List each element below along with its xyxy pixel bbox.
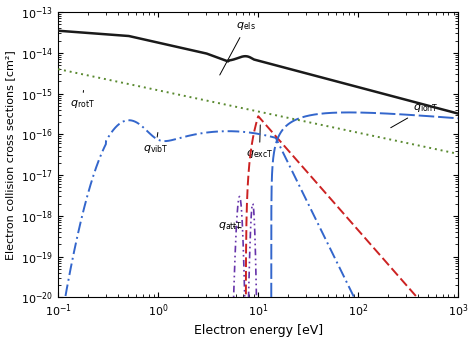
X-axis label: Electron energy [eV]: Electron energy [eV] <box>194 324 323 338</box>
Text: $q_\mathregular{els}$: $q_\mathregular{els}$ <box>220 20 256 75</box>
Text: $q_\mathregular{vibT}$: $q_\mathregular{vibT}$ <box>143 132 168 155</box>
Text: $q_\mathregular{attT}$: $q_\mathregular{attT}$ <box>219 220 243 232</box>
Text: $q_\mathregular{excT}$: $q_\mathregular{excT}$ <box>246 125 273 160</box>
Text: $q_\mathregular{rotT}$: $q_\mathregular{rotT}$ <box>70 91 94 110</box>
Text: $q_\mathregular{ionT}$: $q_\mathregular{ionT}$ <box>391 102 438 128</box>
Y-axis label: Electron collision cross sections [cm²]: Electron collision cross sections [cm²] <box>6 50 16 260</box>
